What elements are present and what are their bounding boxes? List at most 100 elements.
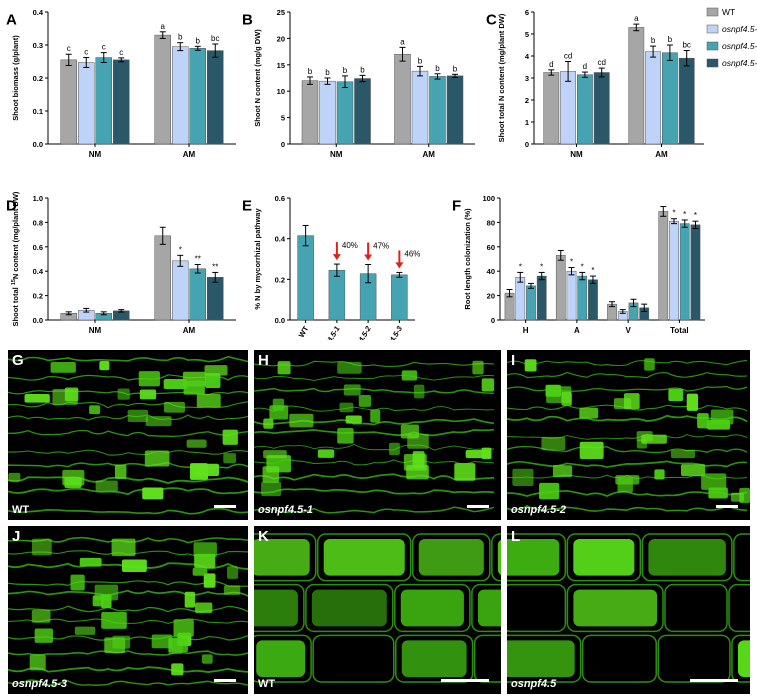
charts-layer: A 0.0 0.1 0.2 0.3 0.4 Shoot biomass (g/plant) c… [6, 7, 757, 340]
micrograph-panel-letter: K [258, 528, 269, 545]
y-tick-label: 0.2 [33, 292, 43, 301]
bar [658, 211, 669, 321]
significance-label: ** [212, 262, 218, 271]
micrograph-genotype-label: osnpf4.5-3 [12, 678, 68, 690]
significance-label: b [308, 67, 313, 76]
bar [577, 275, 588, 321]
bar [515, 277, 526, 321]
y-tick-label: 0 [491, 316, 495, 325]
y-tick-label: 10 [277, 87, 285, 96]
bar [207, 277, 224, 321]
significance-label: b [668, 35, 673, 44]
micrograph-image [254, 533, 501, 683]
y-axis-label: % N by mycorrhizal pathway [253, 208, 262, 310]
scale-bar [716, 505, 738, 508]
y-tick-label: 60 [487, 243, 495, 252]
y-tick-label: 100 [482, 194, 495, 203]
significance-label: * [540, 262, 543, 271]
bar [543, 72, 560, 145]
significance-label: b [343, 66, 348, 75]
x-tick-label: AM [183, 326, 196, 335]
significance-label: c [102, 43, 106, 52]
y-tick-label: 25 [277, 8, 285, 17]
micrograph-genotype-label: WT [12, 504, 30, 516]
micrograph-g: G WT [8, 350, 248, 520]
significance-label: * [519, 262, 522, 271]
significance-label: cd [564, 52, 572, 61]
chart-panel-a: A 0.0 0.1 0.2 0.3 0.4 Shoot biomass (g/plant) c… [6, 8, 236, 159]
bar [662, 52, 678, 145]
legend: WT osnpf4.5-1 osnpf4.5-2 osnpf4.5-3 [706, 7, 757, 68]
micrograph-panel-letter: L [511, 528, 521, 545]
significance-label: * [591, 266, 594, 275]
micrograph-image [507, 358, 750, 512]
x-tick-label: NM [89, 326, 102, 335]
significance-label: b [453, 64, 458, 73]
bar [328, 269, 346, 321]
bar [690, 224, 701, 321]
significance-label: d [583, 62, 587, 71]
panel-letter: D [6, 197, 17, 214]
significance-label: * [672, 209, 675, 218]
legend-label: WT [722, 7, 735, 17]
y-tick-label: 2 [525, 96, 529, 105]
y-tick-label: 0.2 [33, 74, 43, 83]
y-tick-label: 0 [525, 140, 529, 149]
y-tick-label: 0.6 [33, 243, 43, 252]
y-tick-label: 0.4 [33, 267, 44, 276]
y-tick-label: 0.2 [275, 275, 285, 284]
scale-bar [467, 505, 489, 508]
x-tick-label: NM [330, 150, 343, 159]
y-axis-label: Root length colonization (%) [463, 208, 472, 310]
bar [526, 285, 536, 321]
reduction-arrow-head [364, 254, 373, 261]
legend-swatch [706, 58, 719, 68]
significance-label: * [581, 262, 584, 271]
x-tick-label: A [574, 326, 580, 335]
bar [189, 268, 206, 321]
y-tick-label: 15 [277, 61, 285, 70]
bar [189, 48, 206, 145]
x-tick-label: NM [89, 150, 102, 159]
micrograph-image [254, 360, 495, 514]
legend-swatch [706, 7, 719, 17]
legend-swatch [706, 24, 719, 34]
bar [628, 27, 645, 145]
x-tick-label: Total [670, 326, 689, 335]
significance-label: b [418, 56, 423, 65]
significance-label: d [549, 60, 553, 69]
legend-label: osnpf4.5-1 [722, 24, 757, 34]
scale-bar [441, 679, 489, 682]
y-tick-label: 80 [487, 218, 495, 227]
legend-label: osnpf4.5-2 [722, 41, 757, 51]
y-tick-label: 20 [277, 34, 285, 43]
significance-label: a [161, 22, 166, 31]
significance-label: ** [195, 254, 201, 263]
significance-label: b [435, 64, 440, 73]
chart-panel-d: D 0.0 0.2 0.4 0.6 0.8 1.0 Shoot total 15N conte… [6, 191, 236, 335]
significance-label: bc [211, 34, 219, 43]
y-axis-label: Shoot N content (mg/g DW) [253, 29, 262, 127]
y-tick-label: 0.8 [33, 218, 43, 227]
significance-label: * [694, 211, 697, 220]
significance-label: * [570, 258, 573, 267]
bar [679, 223, 690, 321]
y-tick-label: 0.4 [275, 235, 286, 244]
significance-label: b [196, 36, 201, 45]
bar [207, 50, 224, 145]
bar [645, 51, 662, 145]
y-tick-label: 0.0 [33, 140, 43, 149]
reduction-annotation: 40% [342, 241, 358, 250]
bar [354, 78, 371, 145]
scale-bar [690, 679, 738, 682]
x-tick-label: AM [655, 150, 668, 159]
bar [319, 80, 336, 145]
x-tick-label: AM [423, 150, 436, 159]
chart-panel-b: B 0 5 10 15 20 25 Shoot N content (mg/g DW) b b b b… [242, 8, 475, 159]
significance-label: * [179, 245, 182, 254]
significance-label: b [325, 68, 330, 77]
bar [560, 71, 577, 145]
micrograph-image [8, 536, 248, 687]
